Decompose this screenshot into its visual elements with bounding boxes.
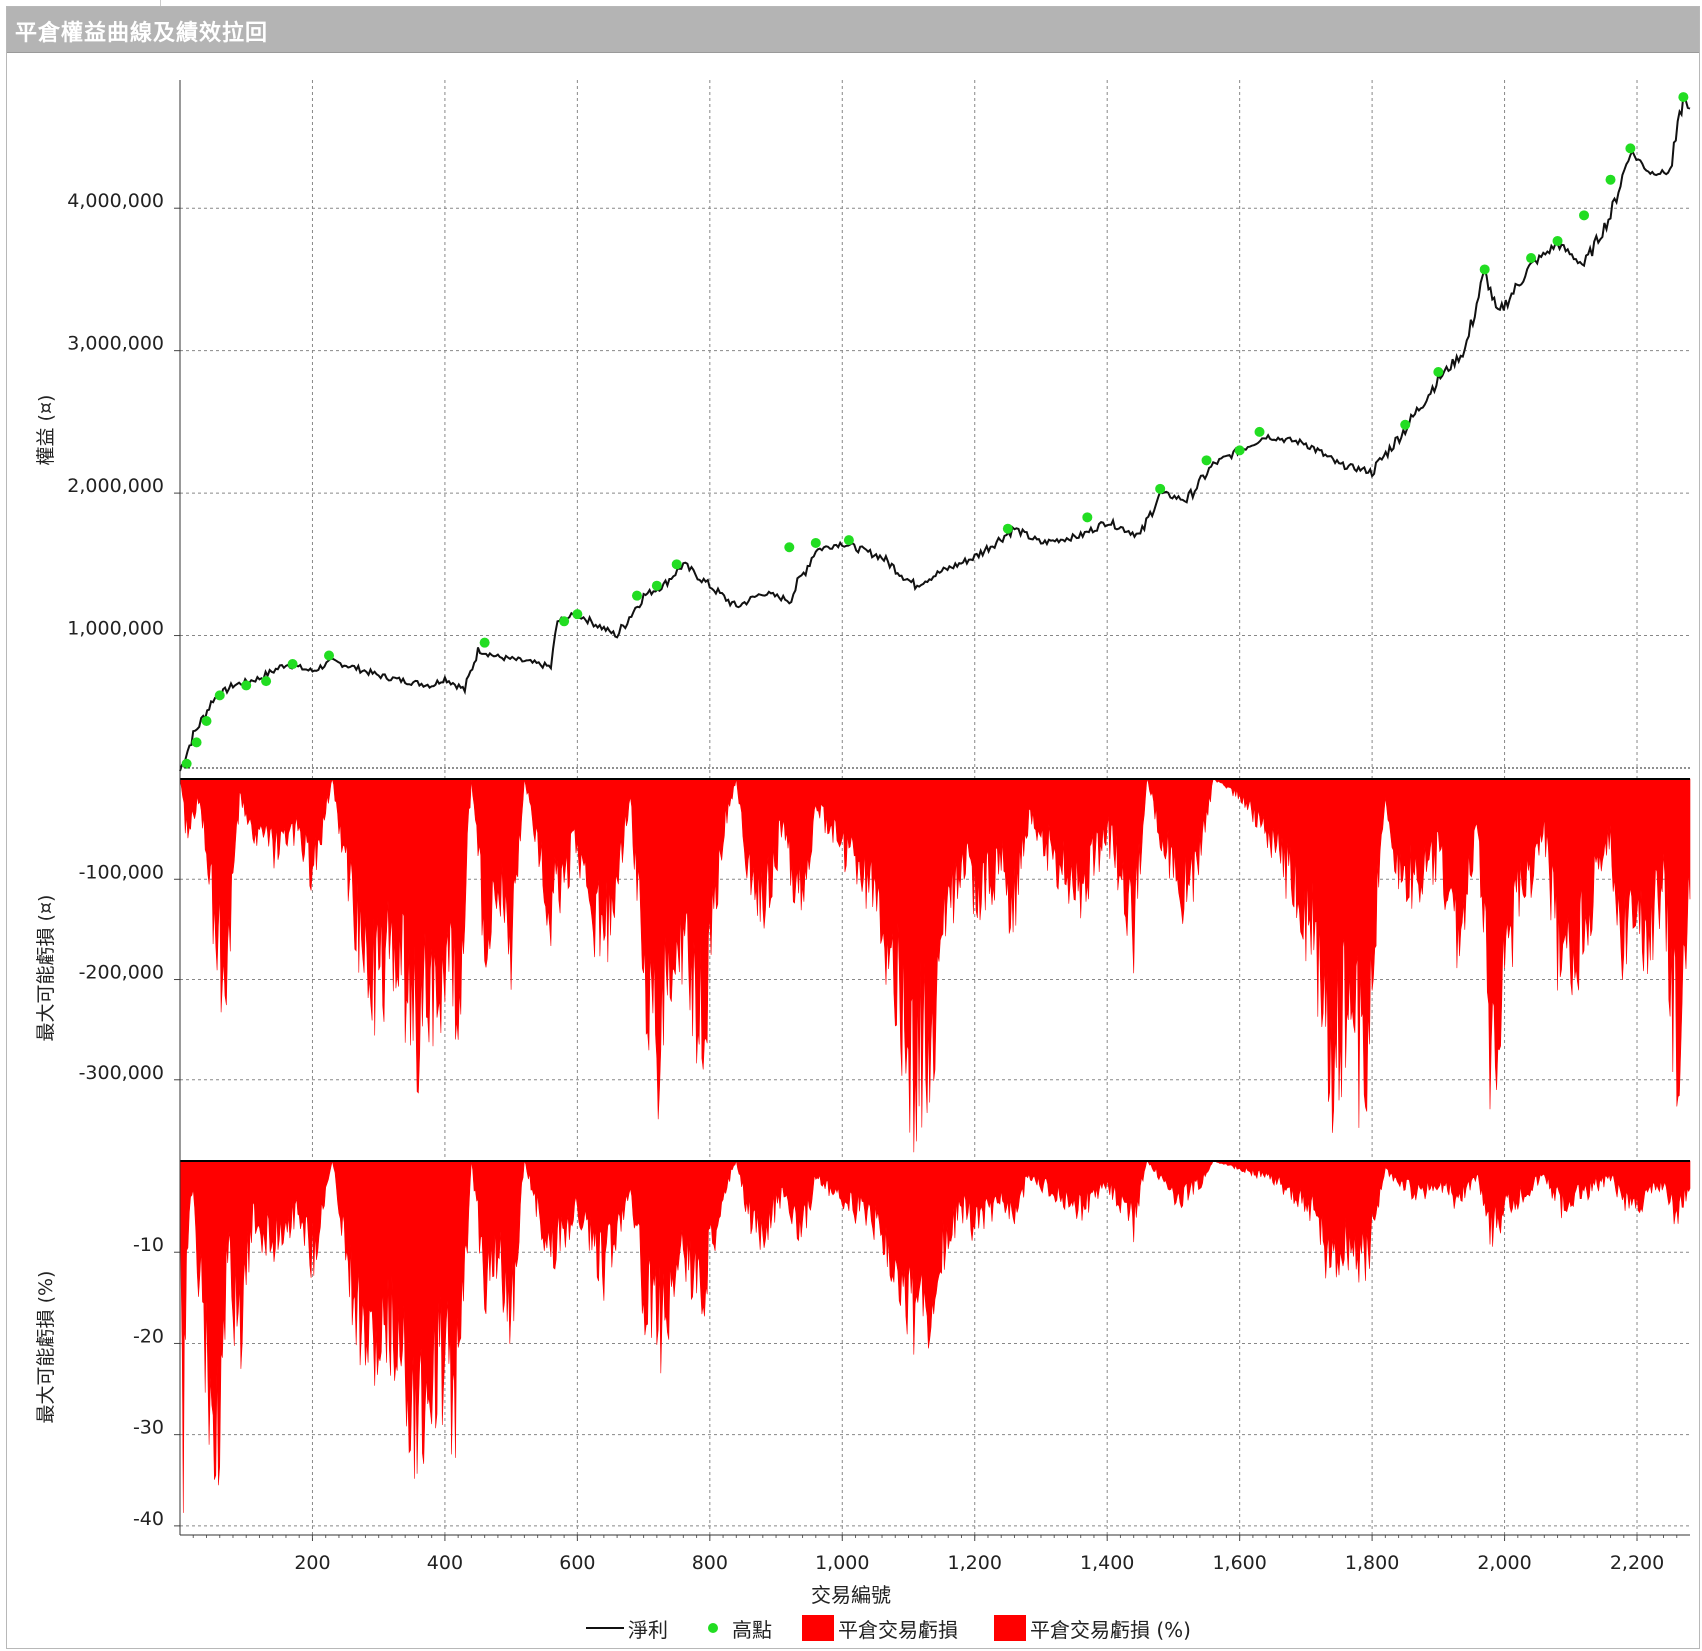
high-point: [1002, 523, 1013, 534]
high-point: [181, 758, 192, 769]
high-point: [671, 559, 682, 570]
y-tick-label: -10: [133, 1234, 164, 1256]
drawdown-y-axis-label: 最大可能虧損 (¤): [35, 895, 57, 1042]
high-point: [1234, 445, 1245, 456]
x-tick-label: 2,200: [1610, 1552, 1664, 1574]
legend-label-net-profit: 淨利: [628, 1617, 668, 1642]
y-tick-label: 2,000,000: [67, 475, 164, 497]
legend-label-drawdown-pct: 平倉交易虧損 (%): [1030, 1617, 1191, 1642]
y-tick-label: 1,000,000: [67, 618, 164, 640]
legend: 淨利 高點 平倉交易虧損 平倉交易虧損 (%): [0, 1612, 1702, 1644]
high-point: [572, 609, 583, 620]
x-tick-label: 1,800: [1345, 1552, 1399, 1574]
y-tick-label: 3,000,000: [67, 333, 164, 355]
y-tick-label: -30: [133, 1417, 164, 1439]
y-tick-label: -200,000: [79, 962, 164, 984]
legend-item-drawdown-pct[interactable]: 平倉交易虧損 (%): [994, 1612, 1191, 1644]
high-point: [1552, 235, 1563, 246]
y-tick-label: -100,000: [79, 861, 164, 883]
equity-y-axis-label: 權益 (¤): [35, 395, 57, 466]
axes: 200 400 600 800 1,000 1,200 1,400 1,600 1,800 2,0…: [67, 80, 1690, 1574]
dot-swatch-icon: [708, 1623, 718, 1633]
high-point: [784, 542, 795, 553]
x-tick-label: 2,000: [1477, 1552, 1531, 1574]
drawdown-pct-y-axis-label: 最大可能虧損 (%): [35, 1271, 57, 1424]
y-tick-label: -300,000: [79, 1062, 164, 1084]
high-point: [201, 716, 212, 727]
net-profit-line: [179, 92, 1691, 772]
high-point: [651, 580, 662, 591]
x-axis-label: 交易編號: [811, 1583, 891, 1607]
drawdown-pct-panel: [179, 1160, 1691, 1513]
high-point: [191, 737, 202, 748]
red-swatch-icon: [994, 1615, 1026, 1641]
y-tick-label: -20: [133, 1325, 164, 1347]
high-point: [241, 680, 252, 691]
line-swatch-icon: [586, 1627, 624, 1629]
x-tick-label: 800: [692, 1552, 728, 1574]
window-titlebar: 平倉權益曲線及績效拉回: [7, 7, 1699, 53]
x-tick-label: 200: [294, 1552, 330, 1574]
high-point: [287, 659, 298, 670]
high-point: [810, 537, 821, 548]
legend-item-net-profit[interactable]: 淨利: [586, 1612, 668, 1644]
high-point: [1625, 143, 1636, 154]
x-tick-label: 1,600: [1212, 1552, 1266, 1574]
high-point: [1155, 483, 1166, 494]
high-point: [1254, 426, 1265, 437]
high-point: [559, 616, 570, 627]
high-point: [214, 690, 225, 701]
legend-label-drawdown: 平倉交易虧損: [838, 1617, 958, 1642]
x-tick-label: 1,200: [948, 1552, 1002, 1574]
high-point: [324, 650, 335, 661]
y-tick-label: -40: [133, 1508, 164, 1530]
high-point: [1678, 92, 1689, 103]
legend-item-highs[interactable]: 高點: [694, 1612, 772, 1644]
high-point: [1400, 419, 1411, 430]
high-point: [1479, 264, 1490, 275]
drawdown-panel: [179, 777, 1691, 1153]
drawdown-pct-area: [179, 1160, 1691, 1513]
equity-panel: [179, 92, 1691, 772]
high-point: [1201, 455, 1212, 466]
high-point: [1526, 253, 1537, 264]
high-point: [1605, 174, 1616, 185]
x-tick-label: 1,400: [1080, 1552, 1134, 1574]
legend-label-highs: 高點: [732, 1617, 772, 1642]
legend-item-drawdown[interactable]: 平倉交易虧損: [802, 1612, 958, 1644]
window-title: 平倉權益曲線及績效拉回: [15, 21, 269, 46]
high-point: [1433, 367, 1444, 378]
x-tick-label: 400: [427, 1552, 463, 1574]
y-tick-label: 4,000,000: [67, 190, 164, 212]
high-point: [843, 535, 854, 546]
drawdown-area: [179, 777, 1691, 1153]
high-point: [261, 676, 272, 687]
x-tick-label: 600: [559, 1552, 595, 1574]
red-swatch-icon: [802, 1615, 834, 1641]
high-point: [1082, 512, 1093, 523]
high-point: [479, 637, 490, 648]
high-point: [1579, 210, 1590, 221]
x-tick-label: 1,000: [815, 1552, 869, 1574]
high-point: [631, 590, 642, 601]
window-top-edge: [160, 0, 161, 6]
